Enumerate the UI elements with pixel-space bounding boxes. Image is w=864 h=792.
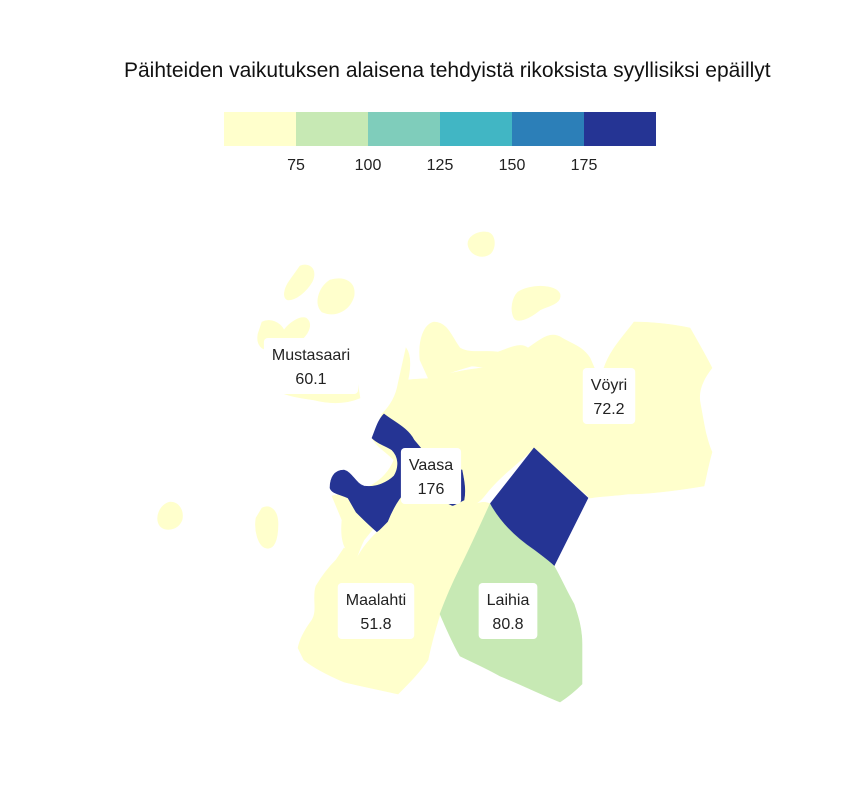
region-labels: Mustasaari 60.1 Vöyri 72.2 Vaasa 176 Maalahti 5… [263,338,636,639]
legend-swatch [224,112,296,146]
label-background [337,583,415,639]
label-background [582,368,636,424]
label-background [263,338,359,394]
legend-swatch [296,112,368,146]
region-value-label: 176 [418,481,445,498]
region-name-label: Mustasaari [272,347,350,364]
region-name-label: Vaasa [409,457,453,474]
region-label-mustasaari: Mustasaari 60.1 [263,338,359,394]
region-value-label: 72.2 [593,401,624,418]
region-value-label: 51.8 [360,616,391,633]
region-label-vaasa: Vaasa 176 [400,448,462,504]
legend-swatch [584,112,656,146]
legend-tick-label: 175 [571,157,598,174]
label-background [400,448,462,504]
legend-tick-label: 125 [427,157,454,174]
chart-title: Päihteiden vaikutuksen alaisena tehdyist… [124,59,771,82]
region-shape-mustasaari[interactable] [511,285,561,321]
legend-swatch [440,112,512,146]
region-label-voyri: Vöyri 72.2 [582,368,636,424]
region-name-label: Laihia [487,592,530,609]
region-shape-vaasa[interactable] [329,413,466,537]
region-shape-mustasaari[interactable] [467,231,495,257]
color-legend: 75 100 125 150 175 [224,112,656,174]
label-background [478,583,538,639]
region-shape-mustasaari[interactable] [157,501,183,530]
legend-tick-label: 150 [499,157,526,174]
legend-tick-label: 100 [355,157,382,174]
legend-swatch [368,112,440,146]
legend-tick-label: 75 [287,157,305,174]
legend-swatch [512,112,584,146]
region-shape-mustasaari[interactable] [255,506,279,549]
region-value-label: 60.1 [295,371,326,388]
region-name-label: Vöyri [591,377,627,394]
region-label-maalahti: Maalahti 51.8 [337,583,415,639]
region-value-label: 80.8 [492,616,523,633]
region-shape-mustasaari[interactable] [284,264,315,301]
region-shape-mustasaari[interactable] [317,278,355,315]
region-name-label: Maalahti [346,592,406,609]
region-label-laihia: Laihia 80.8 [478,583,538,639]
